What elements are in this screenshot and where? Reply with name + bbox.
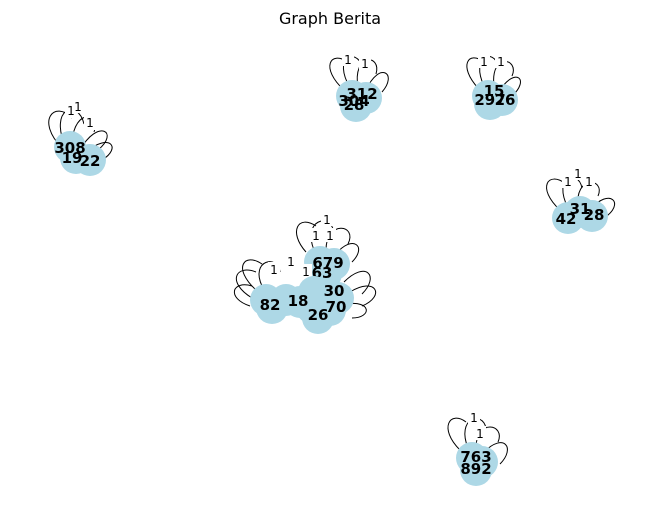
node [460,454,492,486]
node-label: 22 [80,152,101,170]
node-label: 70 [326,298,347,316]
cluster-top-center: 1 1 312 304 28 [329,52,389,122]
node [576,200,608,232]
edge-label: 1 [270,263,278,277]
node-label: 308 [54,139,85,157]
node-label: 312 [346,85,377,103]
node [302,302,334,334]
edge-label: 1 [74,100,82,114]
node-label: 892 [460,460,491,478]
cluster-bottom: 1 1 763 892 [447,410,508,486]
edge-label: 1 [574,167,582,181]
edge-label: 1 [287,255,295,269]
node-label: 31 [570,200,591,218]
edge-label: 1 [476,427,484,441]
node-label: 297 [474,91,505,109]
edge-label: 1 [497,55,505,69]
cluster-center-main: 1 1 1 30 82 18 70 26 [233,254,376,334]
node-label: 28 [344,96,365,114]
node [74,144,106,176]
node-label: 28 [584,206,605,224]
cluster-top-right: 1 1 15 297 26 [466,54,521,120]
node [340,90,372,122]
edge-label: 1 [470,411,478,425]
node-label: 18 [288,292,309,310]
node-label: 763 [460,448,491,466]
node-label: 82 [260,296,281,314]
node-label: 679 [312,254,343,272]
edge-label: 1 [361,57,369,71]
edge-label: 1 [302,265,310,279]
node-label: 30 [324,282,345,300]
edge-label: 1 [86,116,94,130]
edge-label: 1 [480,55,488,69]
node-label: 304 [338,92,369,110]
chart-title: Graph Berita [279,9,381,28]
node-label: 26 [308,306,329,324]
edge-label: 1 [67,104,75,118]
edge-label: 1 [312,229,320,243]
edge-label: 1 [564,175,572,189]
node [474,88,506,120]
node-label: 26 [495,91,516,109]
cluster-top-left: 1 1 1 308 19 22 [48,100,113,176]
cluster-right: 1 1 1 42 31 28 [546,166,615,234]
edge-label: 1 [344,53,352,67]
edge-label: 1 [585,175,593,189]
node-label: 19 [62,149,83,167]
edge-label: 1 [323,213,331,227]
edge-label: 1 [326,229,334,243]
node-label: 42 [556,210,577,228]
node-label: 15 [484,82,505,100]
